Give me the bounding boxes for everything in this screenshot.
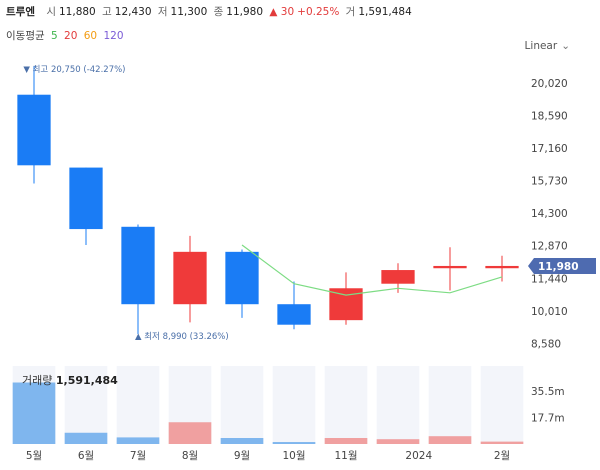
candle-down <box>69 167 103 230</box>
candle-up <box>381 270 415 284</box>
change-percent: +0.25% <box>297 6 340 18</box>
volume-label: 거 <box>345 6 356 18</box>
quote-header: 트루엔 시 11,880 고 12,430 저 11,300 종 11,980 ▲ 30… <box>6 4 415 19</box>
x-tick-label: 9월 <box>234 450 250 462</box>
volume-column-bg <box>116 366 160 444</box>
low-label: 저 <box>157 6 168 18</box>
candle-down <box>17 94 51 166</box>
candle-up <box>433 265 467 269</box>
x-tick-label: 10월 <box>282 450 305 462</box>
y-tick-label: 14,300 <box>531 208 568 220</box>
x-tick-label: 2월 <box>494 450 510 462</box>
open-value: 11,880 <box>59 6 96 18</box>
ma-120-label: 120 <box>103 30 124 42</box>
volume-column-bg <box>324 366 368 444</box>
candle-down <box>225 251 259 305</box>
high-annotation: ▼ 최고 20,750 (-42.27%) <box>23 64 125 75</box>
candle-up <box>485 265 519 269</box>
volume-bar <box>376 439 420 444</box>
volume-bar <box>12 382 56 444</box>
volume-bar <box>64 432 108 444</box>
high-label: 고 <box>102 6 112 18</box>
volume-column-bg <box>220 366 264 444</box>
high-value: 12,430 <box>114 6 152 18</box>
y-tick-label: 12,870 <box>531 241 568 253</box>
volume-title-value: 1,591,484 <box>55 374 118 387</box>
y-tick-label: 18,590 <box>531 110 568 122</box>
ma-20-label: 20 <box>64 30 78 42</box>
volume-column-bg <box>480 366 524 444</box>
volume-bar <box>272 442 316 444</box>
moving-average-legend[interactable]: 이동평균 5 20 60 120 <box>6 28 127 43</box>
y-tick-label: 15,730 <box>531 176 568 188</box>
volume-column-bg <box>64 366 108 444</box>
volume-title-label: 거래량 <box>22 374 53 387</box>
scale-mode-dropdown[interactable]: Linear ⌄ <box>525 40 570 52</box>
volume-bar <box>324 438 368 444</box>
volume-bar <box>168 422 212 444</box>
stock-name: 트루엔 <box>6 6 35 18</box>
scale-mode-label: Linear <box>524 40 558 52</box>
change-value: ▲ 30 <box>269 6 295 18</box>
x-tick-label: 11월 <box>334 450 357 462</box>
y-tick-label: 20,020 <box>531 78 568 90</box>
ma5-line <box>241 244 503 296</box>
current-price-tag <box>528 257 596 274</box>
moving-average-label: 이동평균 <box>6 30 45 42</box>
y-tick-label: 10,010 <box>531 306 568 318</box>
ma-5-label: 5 <box>50 30 58 42</box>
candle-up <box>173 251 207 305</box>
open-label: 시 <box>46 6 56 18</box>
x-tick-label: 8월 <box>182 450 198 462</box>
x-tick-label: 7월 <box>130 450 146 462</box>
volume-column-bg <box>272 366 316 444</box>
volume-bar <box>480 441 524 444</box>
close-value: 11,980 <box>226 6 264 18</box>
volume-tick-label: 35.5m <box>531 386 565 398</box>
x-tick-label: 2024 <box>405 450 432 462</box>
low-annotation: ▲ 최저 8,990 (33.26%) <box>135 331 229 342</box>
low-value: 11,300 <box>170 6 208 18</box>
y-tick-label: 17,160 <box>531 143 568 155</box>
y-tick-label: 8,580 <box>531 338 561 350</box>
chevron-down-icon: ⌄ <box>561 40 570 52</box>
volume-bar <box>220 438 264 444</box>
volume-value: 1,591,484 <box>358 6 412 18</box>
x-tick-label: 6월 <box>78 450 94 462</box>
close-label: 종 <box>213 6 224 18</box>
x-tick-label: 5월 <box>26 450 42 462</box>
volume-column-bg <box>428 366 472 444</box>
volume-title: 거래량 1,591,484 <box>22 372 118 388</box>
candle-down <box>277 304 311 325</box>
ma-60-label: 60 <box>83 30 98 42</box>
volume-bar <box>428 436 472 444</box>
volume-column-bg <box>376 366 420 444</box>
candle-down <box>121 226 155 305</box>
volume-bar <box>116 437 160 444</box>
current-price-label: 11,980 <box>538 261 579 273</box>
volume-tick-label: 17.7m <box>531 412 565 424</box>
y-tick-label: 11,440 <box>531 273 568 285</box>
